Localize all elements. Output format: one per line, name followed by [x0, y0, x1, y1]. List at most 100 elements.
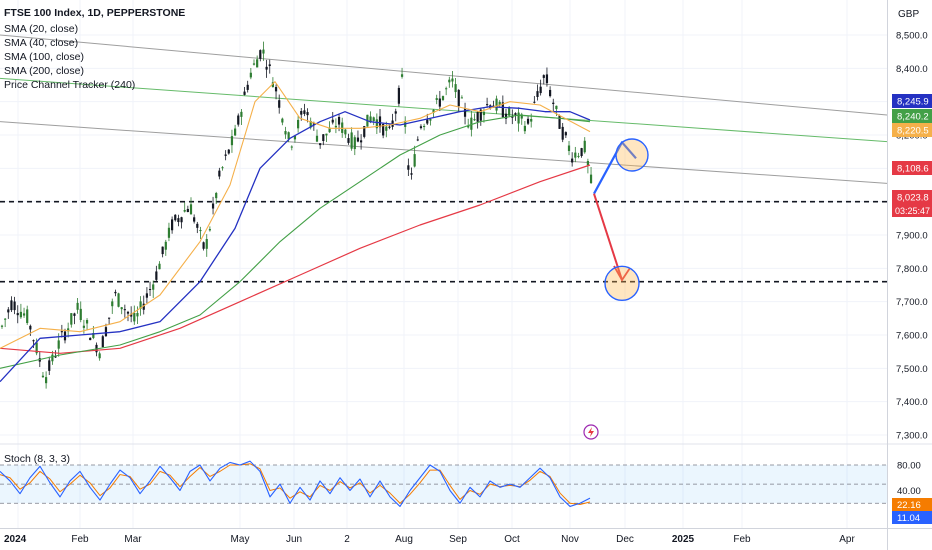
- candle-body: [460, 97, 463, 99]
- candle-body: [240, 111, 243, 117]
- stochastic-pane: [0, 443, 932, 507]
- candle-body: [385, 126, 388, 131]
- chart-title[interactable]: FTSE 100 Index, 1D, PEPPERSTONE: [4, 7, 186, 19]
- candle-body: [152, 284, 155, 290]
- candle-body: [133, 312, 136, 322]
- candle-body: [372, 117, 375, 121]
- candle-body: [514, 113, 517, 115]
- candle-body: [54, 356, 57, 358]
- candle-body: [457, 89, 460, 107]
- candle-body: [309, 121, 312, 128]
- candle-body: [48, 360, 51, 371]
- candle-body: [10, 300, 13, 311]
- candle-body: [287, 132, 290, 140]
- candle-body: [224, 154, 227, 156]
- candle-body: [416, 139, 419, 141]
- candle-body: [211, 203, 215, 209]
- candle-body: [67, 328, 70, 332]
- candle-body: [561, 126, 564, 140]
- candle-body: [142, 303, 145, 310]
- candle-body: [300, 110, 303, 115]
- candle-body: [558, 115, 561, 129]
- candle-body: [123, 309, 126, 311]
- legend-price-channel[interactable]: Price Channel Tracker (240): [4, 79, 136, 91]
- price-badge: [892, 123, 932, 137]
- candle-body: [189, 204, 193, 215]
- candle-body: [426, 119, 429, 124]
- candle-body: [555, 105, 558, 110]
- target-circle-up: [615, 138, 649, 172]
- sma20-line: [0, 81, 591, 349]
- candle-body: [45, 377, 48, 384]
- time-tick-label: Sep: [449, 534, 467, 545]
- legend-sma20[interactable]: SMA (20, close): [4, 23, 79, 35]
- candle-body: [438, 98, 441, 107]
- candle-body: [586, 161, 589, 166]
- candle-body: [571, 158, 574, 163]
- candle-body: [167, 227, 171, 238]
- candle-body: [26, 309, 29, 323]
- channel-line: [0, 77, 888, 143]
- legend-sma40[interactable]: SMA (40, close): [4, 37, 79, 49]
- stoch-label[interactable]: Stoch (8, 3, 3): [4, 453, 70, 465]
- candle-body: [274, 87, 278, 92]
- candle-body: [479, 109, 482, 121]
- candle-body: [517, 112, 520, 124]
- price-tick-label: 7,500.0: [896, 364, 928, 375]
- candle-body: [268, 64, 271, 67]
- price-badge: [892, 190, 932, 204]
- candle-body: [120, 307, 123, 310]
- candle-body: [155, 271, 158, 280]
- candle-body: [246, 84, 249, 90]
- candle-body: [486, 104, 489, 106]
- candle-body: [567, 145, 571, 152]
- candle-body: [312, 123, 315, 125]
- candle-body: [290, 146, 293, 148]
- time-tick-label: Apr: [839, 534, 855, 545]
- candle-body: [451, 78, 454, 82]
- stoch-k-badge: [892, 498, 932, 511]
- candle-body: [199, 230, 202, 232]
- candle-body: [205, 238, 208, 249]
- candle-body: [29, 325, 32, 330]
- candle-body: [435, 98, 438, 100]
- candle-body: [7, 309, 10, 313]
- candle-body: [473, 119, 476, 121]
- price-tick-label: 7,600.0: [896, 331, 928, 342]
- candle-body: [498, 101, 501, 106]
- candle-body: [92, 333, 95, 338]
- legend-sma200[interactable]: SMA (200, close): [4, 65, 84, 77]
- candle-body: [378, 116, 382, 128]
- candle-body: [306, 112, 309, 116]
- candle-body: [73, 313, 76, 316]
- candle-body: [19, 311, 22, 318]
- stoch-tick-label: 80.00: [897, 461, 921, 472]
- candle-body: [139, 301, 142, 309]
- price-badge-text: 8,023.8: [897, 193, 929, 204]
- grid: [0, 0, 887, 528]
- time-tick-label: Aug: [395, 534, 413, 545]
- candle-body: [407, 165, 410, 170]
- candle-body: [589, 174, 593, 183]
- candle-body: [319, 143, 322, 146]
- candle-body: [111, 301, 114, 307]
- candle-body: [369, 116, 372, 123]
- currency-label[interactable]: GBP: [898, 9, 920, 20]
- legend-sma100[interactable]: SMA (100, close): [4, 51, 84, 63]
- candle-body: [98, 353, 101, 359]
- candle-body: [278, 100, 281, 108]
- candle-body: [13, 301, 16, 311]
- projection-drawings[interactable]: [583, 138, 649, 440]
- candle-body: [501, 102, 504, 118]
- candle-body: [284, 131, 287, 135]
- price-badge-text: 8,245.9: [897, 97, 929, 108]
- candle-body: [539, 86, 542, 94]
- candle-body: [564, 132, 567, 136]
- time-tick-label: Feb: [71, 534, 89, 545]
- candle-body: [445, 88, 448, 90]
- time-axis[interactable]: 2024 Feb Mar May Jun 2 Aug Sep Oct Nov Dec 2025 Feb A…: [0, 528, 932, 546]
- candles: [0, 41, 593, 389]
- candle-body: [432, 109, 435, 113]
- candle-body: [101, 336, 104, 348]
